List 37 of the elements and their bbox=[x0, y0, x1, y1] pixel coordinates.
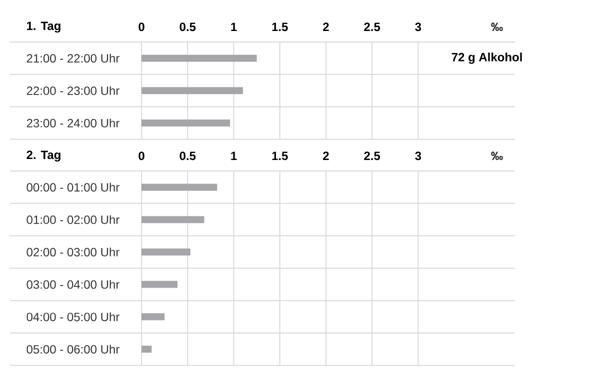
annotation: 72 g Alkohol bbox=[452, 52, 522, 64]
x-tick-label: 0 bbox=[138, 22, 144, 32]
x-tick-label: 0.5 bbox=[180, 22, 196, 32]
y-tick-label: 04:00 - 05:00 Uhr bbox=[26, 312, 120, 322]
bar bbox=[142, 87, 243, 94]
y-tick-label: 03:00 - 04:00 Uhr bbox=[26, 280, 120, 289]
x-tick-label: 1.5 bbox=[272, 22, 288, 32]
x-axis-title: ‰ bbox=[491, 22, 503, 32]
x-tick-label: 1 bbox=[231, 22, 237, 32]
x-tick-label: 3 bbox=[415, 152, 422, 160]
x-tick-label: 2.5 bbox=[364, 22, 380, 32]
x-tick-label: 3 bbox=[415, 22, 422, 32]
text: 1. Tag bbox=[27, 22, 60, 33]
bar bbox=[142, 216, 204, 224]
x-tick-label: 1.5 bbox=[272, 152, 288, 160]
y-tick-label: 23:00 - 24:00 Uhr bbox=[26, 118, 120, 128]
bar bbox=[142, 248, 190, 256]
y-tick-label: 05:00 - 06:00 Uhr bbox=[26, 344, 120, 354]
bar bbox=[142, 184, 218, 191]
bar bbox=[142, 120, 230, 126]
x-tick-label: 2.5 bbox=[364, 152, 380, 160]
x-tick-label: 0.5 bbox=[180, 152, 196, 160]
y-tick-label: 01:00 - 02:00 Uhr bbox=[26, 215, 120, 224]
x-tick-label: 2 bbox=[323, 22, 329, 32]
y-tick-label: 21:00 - 22:00 Uhr bbox=[26, 54, 120, 63]
bar bbox=[142, 346, 152, 353]
bar bbox=[142, 280, 178, 288]
y-tick-label: 00:00 - 01:00 Uhr bbox=[26, 182, 120, 192]
y-tick-label: 02:00 - 03:00 Uhr bbox=[26, 248, 120, 256]
x-tick-label: 0 bbox=[138, 152, 144, 160]
x-tick-label: 2 bbox=[323, 152, 329, 160]
x-axis-title: ‰ bbox=[491, 152, 503, 160]
bar bbox=[142, 313, 165, 320]
y-tick-label: 22:00 - 23:00 Uhr bbox=[26, 86, 120, 96]
text: 2. Tag bbox=[26, 150, 60, 162]
x-tick-label: 1 bbox=[231, 152, 237, 160]
bar bbox=[142, 54, 257, 62]
